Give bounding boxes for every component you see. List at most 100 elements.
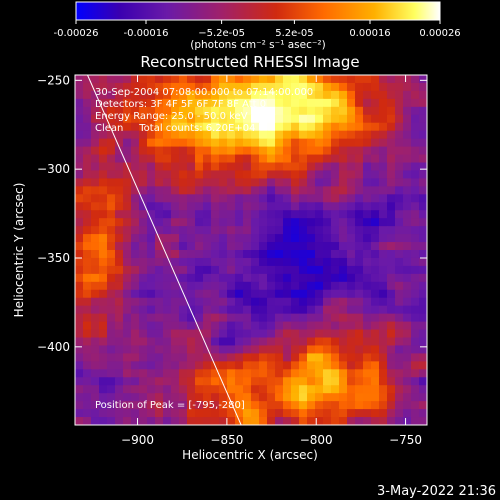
heatmap-cell xyxy=(299,297,308,307)
heatmap-cell xyxy=(131,146,140,156)
heatmap-cell xyxy=(371,106,380,116)
heatmap-cell xyxy=(123,75,132,84)
heatmap-cell xyxy=(387,353,396,362)
heatmap-cell xyxy=(267,234,276,243)
heatmap-cell xyxy=(315,265,324,275)
heatmap-cell xyxy=(163,289,172,299)
heatmap-cell xyxy=(147,289,156,299)
heatmap-cell xyxy=(107,82,116,92)
heatmap-cell xyxy=(387,393,396,402)
heatmap-cell xyxy=(299,202,308,211)
heatmap-cell xyxy=(411,281,420,291)
heatmap-cell xyxy=(171,361,180,370)
heatmap-cell xyxy=(195,257,204,267)
heatmap-cell xyxy=(91,154,100,164)
heatmap-cell xyxy=(163,202,172,211)
heatmap-cell xyxy=(139,75,148,84)
heatmap-cell xyxy=(75,202,84,211)
heatmap-cell xyxy=(251,401,260,410)
heatmap-cell xyxy=(195,210,204,219)
heatmap-cell xyxy=(323,130,332,140)
heatmap-cell xyxy=(187,289,196,299)
heatmap-cell xyxy=(419,106,427,116)
heatmap-cell xyxy=(203,265,212,275)
heatmap-cell xyxy=(283,329,292,339)
heatmap-cell xyxy=(75,170,84,179)
heatmap-cell xyxy=(107,289,116,299)
heatmap-cell xyxy=(355,345,364,354)
heatmap-cell xyxy=(115,114,124,124)
heatmap-cell xyxy=(227,90,236,100)
heatmap-cell xyxy=(275,194,284,203)
heatmap-cell xyxy=(123,353,132,362)
heatmap-cell xyxy=(363,297,372,307)
heatmap-cell xyxy=(171,273,180,283)
heatmap-cell xyxy=(379,194,388,203)
heatmap-cell xyxy=(379,146,388,156)
heatmap-cell xyxy=(219,281,228,291)
heatmap-cell xyxy=(99,186,108,195)
heatmap-cell xyxy=(355,305,364,315)
heatmap-cell xyxy=(347,265,356,275)
heatmap-cell xyxy=(275,146,284,156)
heatmap-cell xyxy=(299,353,308,362)
heatmap-cell xyxy=(107,361,116,370)
heatmap-cell xyxy=(195,265,204,275)
heatmap-cell xyxy=(139,313,148,323)
heatmap-cell xyxy=(267,130,276,140)
heatmap-cell xyxy=(387,417,396,425)
heatmap-cell xyxy=(251,114,260,124)
heatmap-cell xyxy=(91,257,100,267)
heatmap-cell xyxy=(123,98,132,108)
heatmap-cell xyxy=(291,417,300,425)
heatmap-cell xyxy=(219,313,228,323)
heatmap-cell xyxy=(219,162,228,172)
heatmap-cell xyxy=(131,273,140,283)
heatmap-cell xyxy=(347,218,356,227)
heatmap-cell xyxy=(419,369,427,378)
heatmap-cell xyxy=(355,106,364,116)
heatmap-cell xyxy=(115,226,124,235)
heatmap-cell xyxy=(315,257,324,267)
heatmap-cell xyxy=(187,265,196,275)
heatmap-cell xyxy=(99,377,108,386)
heatmap-cell xyxy=(315,178,324,187)
heatmap-cell xyxy=(291,337,300,347)
heatmap-cell xyxy=(203,122,212,132)
heatmap-cell xyxy=(219,178,228,187)
heatmap-cell xyxy=(147,106,156,116)
heatmap-cell xyxy=(323,385,332,394)
heatmap-cell xyxy=(243,281,252,291)
heatmap-cell xyxy=(219,154,228,164)
heatmap-cell xyxy=(211,409,220,418)
heatmap-cell xyxy=(91,321,100,331)
heatmap-cell xyxy=(363,353,372,362)
heatmap-cell xyxy=(227,75,236,84)
heatmap-cell xyxy=(363,122,372,132)
heatmap-cell xyxy=(235,210,244,219)
heatmap-cell xyxy=(187,313,196,323)
heatmap-cell xyxy=(411,313,420,323)
heatmap-cell xyxy=(411,106,420,116)
heatmap-cell xyxy=(371,313,380,323)
heatmap-cell xyxy=(307,305,316,315)
heatmap-cell xyxy=(331,226,340,235)
heatmap-cell xyxy=(395,273,404,283)
heatmap-cell xyxy=(299,82,308,92)
heatmap-cell xyxy=(131,321,140,331)
heatmap-cell xyxy=(131,106,140,116)
heatmap-cell xyxy=(331,90,340,100)
heatmap-cell xyxy=(171,369,180,378)
heatmap-cell xyxy=(115,313,124,323)
heatmap-cell xyxy=(75,210,84,219)
heatmap-cell xyxy=(139,353,148,362)
heatmap-cell xyxy=(283,353,292,362)
heatmap-cell xyxy=(211,353,220,362)
heatmap-cell xyxy=(219,226,228,235)
heatmap-cell xyxy=(371,218,380,227)
heatmap-cell xyxy=(315,194,324,203)
heatmap-cell xyxy=(275,289,284,299)
heatmap-cell xyxy=(251,82,260,92)
heatmap-cell xyxy=(387,122,396,132)
heatmap-cell xyxy=(371,321,380,331)
